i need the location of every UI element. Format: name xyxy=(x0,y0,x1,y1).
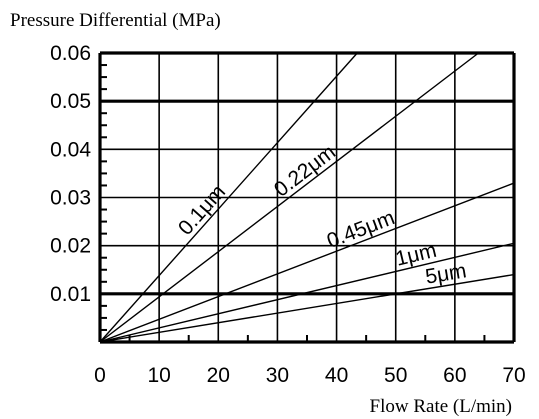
y-tick-label: 0.03 xyxy=(50,187,91,210)
y-tick-label: 0.06 xyxy=(50,42,91,65)
x-tick-label: 60 xyxy=(443,364,466,387)
x-tick-label: 40 xyxy=(325,364,348,387)
tick-labels: 0.01 0.02 0.03 0.04 0.05 0.06 0 10 20 30 40 50 60 70 xyxy=(50,42,526,387)
x-tick-label: 50 xyxy=(384,364,407,387)
y-tick-label: 0.04 xyxy=(50,138,91,161)
y-tick-label: 0.01 xyxy=(50,283,91,306)
grid xyxy=(98,51,516,344)
series-line xyxy=(99,52,358,343)
series-lines xyxy=(99,52,515,343)
x-tick-label: 70 xyxy=(502,364,525,387)
x-tick-label: 20 xyxy=(207,364,230,387)
x-axis-title: Flow Rate (L/min) xyxy=(370,396,512,417)
x-tick-label: 0 xyxy=(94,364,106,387)
y-tick-label: 0.05 xyxy=(50,90,91,113)
series-line xyxy=(99,182,515,343)
series-line xyxy=(99,52,479,343)
x-tick-label: 30 xyxy=(266,364,289,387)
axis-ticks xyxy=(100,64,486,342)
series-label: 0.1μm xyxy=(174,180,230,239)
series-line xyxy=(99,242,515,343)
y-tick-label: 0.02 xyxy=(50,235,91,258)
series-line xyxy=(99,273,515,343)
x-tick-label: 10 xyxy=(147,364,170,387)
y-axis-title: Pressure Differential (MPa) xyxy=(10,10,221,31)
